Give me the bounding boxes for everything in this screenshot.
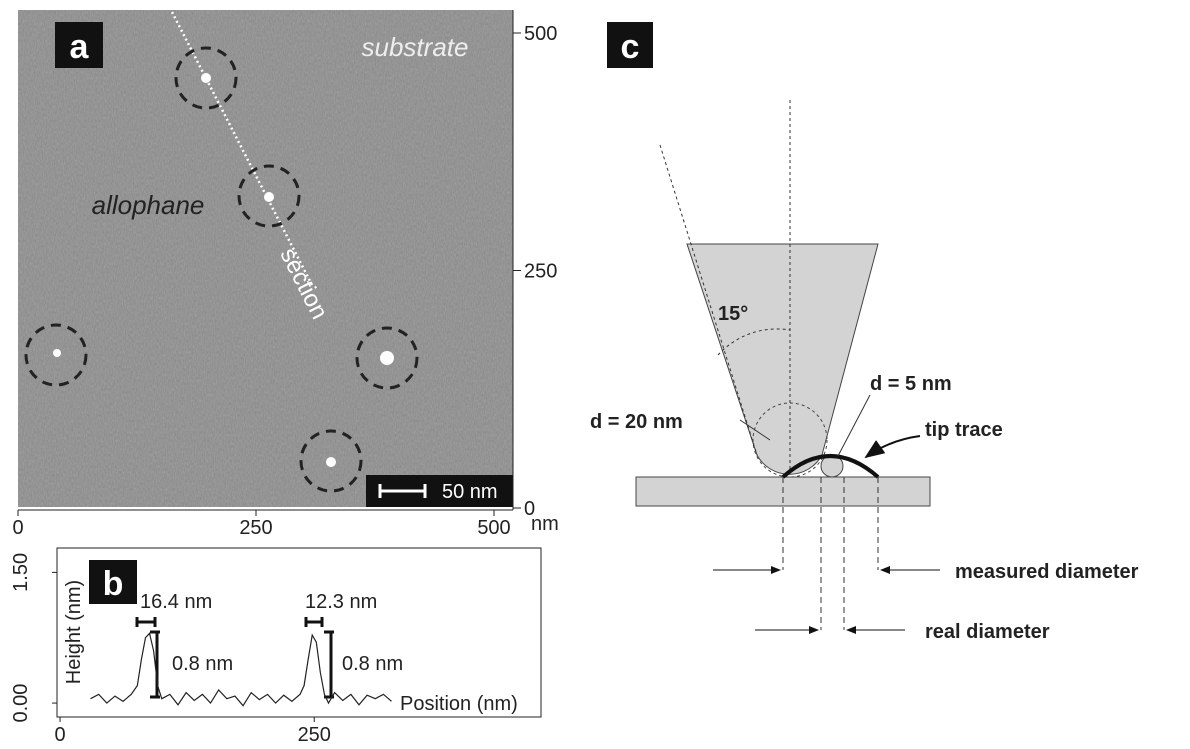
particle-diameter: d = 5 nm (870, 373, 952, 395)
real-label: real diameter (925, 621, 1050, 643)
axis-unit: nm (531, 513, 559, 535)
leader (838, 395, 870, 456)
x-tick-label: 250 (298, 724, 331, 746)
x-tick-label: 0 (54, 724, 65, 746)
x-tick-label: 250 (239, 517, 272, 539)
panel-label: a (70, 28, 90, 66)
tip-trace-label: tip trace (925, 419, 1003, 441)
y-tick-label: 500 (524, 23, 557, 45)
y-tick-label: 1.50 (10, 553, 32, 592)
y-axis-label: Height (nm) (63, 580, 85, 684)
page: a substrate allophane section 50 nm nm b… (0, 0, 1190, 749)
y-tick-label: 250 (524, 261, 557, 283)
angle-label: 15° (718, 303, 748, 325)
x-tick-label: 500 (477, 517, 510, 539)
peak-height: 0.8 nm (342, 653, 403, 675)
panel-label: c (621, 28, 640, 66)
peak-height: 0.8 nm (172, 653, 233, 675)
tip-diameter: d = 20 nm (590, 411, 683, 433)
figure: a substrate allophane section 50 nm nm b… (0, 0, 1190, 749)
peak-width: 12.3 nm (305, 591, 377, 613)
peak-width: 16.4 nm (140, 591, 212, 613)
x-axis-label: Position (nm) (400, 693, 518, 715)
panel-label: b (103, 565, 124, 603)
afm-noise (18, 10, 513, 507)
measured-label: measured diameter (955, 561, 1139, 583)
annotation: substrate (362, 32, 469, 62)
y-tick-label: 0.00 (10, 684, 32, 723)
y-tick-label: 0 (524, 498, 535, 520)
annotation: allophane (92, 190, 205, 220)
x-tick-label: 0 (12, 517, 23, 539)
afm-tip (687, 244, 878, 474)
scale-bar-label: 50 nm (442, 481, 498, 503)
